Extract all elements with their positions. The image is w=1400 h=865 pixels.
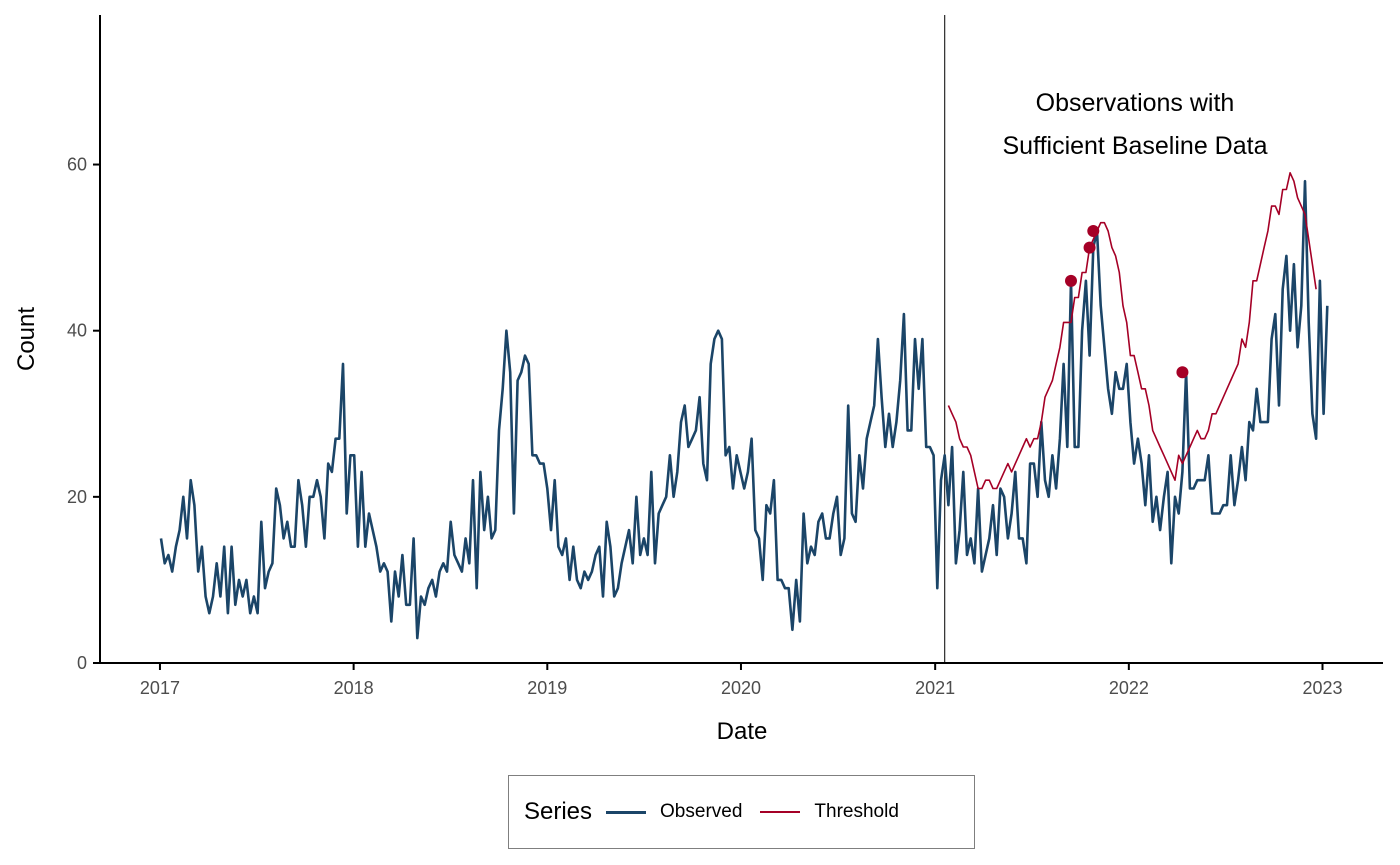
legend-item-observed: Observed	[606, 801, 742, 823]
plot-area	[159, 15, 1329, 663]
y-tick-label: 40	[67, 321, 87, 341]
x-tick-label: 2017	[140, 678, 180, 698]
x-tick-label: 2023	[1302, 678, 1342, 698]
x-tick-label: 2022	[1109, 678, 1149, 698]
legend-swatch-threshold	[760, 811, 801, 813]
x-tick-label: 2018	[334, 678, 374, 698]
alert-point-3	[1087, 225, 1100, 237]
legend-title: Series	[524, 798, 593, 825]
observed-series-line	[159, 179, 1329, 640]
x-tick-label: 2019	[527, 678, 567, 698]
legend: Series Observed Threshold	[508, 775, 975, 849]
threshold-series-line	[947, 172, 1317, 490]
x-tick-label: 2020	[721, 678, 761, 698]
alert-point-1	[1065, 274, 1078, 287]
legend-label-observed: Observed	[660, 801, 743, 822]
y-tick-label: 60	[67, 155, 87, 175]
alert-point-2	[1083, 241, 1096, 254]
y-axis-title: Count	[13, 307, 40, 371]
legend-item-threshold: Threshold	[760, 801, 899, 823]
y-tick-label: 20	[67, 487, 87, 507]
x-tick-label: 2021	[915, 678, 955, 698]
legend-swatch-observed	[606, 810, 647, 814]
annotation-line-1: Observations with	[1036, 89, 1235, 117]
axes: 0 20 40 60 2017 2018 2019 2020 2021 2022 2023	[67, 15, 1383, 698]
annotation-line-2: Sufficient Baseline Data	[1003, 132, 1268, 160]
x-axis-title: Date	[717, 718, 768, 745]
alert-point-4	[1176, 366, 1189, 379]
y-tick-label: 0	[77, 653, 87, 673]
legend-label-threshold: Threshold	[814, 801, 899, 822]
